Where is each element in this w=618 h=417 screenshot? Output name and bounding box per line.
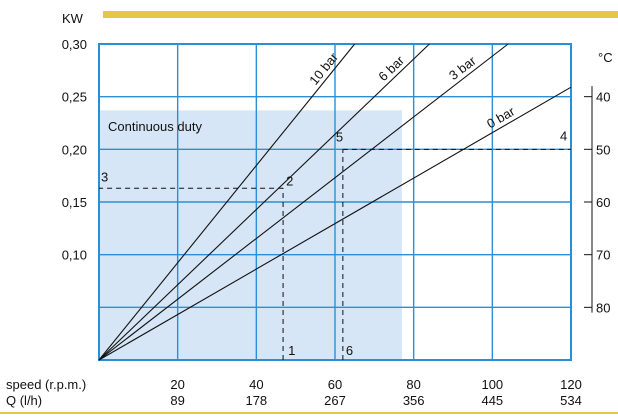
guide-point-label: 4 (560, 128, 567, 143)
guide-point-label: 2 (286, 173, 293, 188)
x-tick-label: 89 (170, 393, 184, 408)
series-line (98, 43, 430, 361)
y-unit-label: KW (62, 11, 84, 26)
y-tick-label: 0,10 (62, 248, 87, 263)
guide-point-label: 6 (346, 343, 353, 358)
right-tick-label: 70 (596, 248, 610, 263)
top-accent-bar (103, 11, 618, 18)
guide-point-label: 3 (101, 169, 108, 184)
x-tick-label: 40 (249, 377, 263, 392)
right-tick-label: 80 (596, 300, 610, 315)
guide-point-label: 1 (288, 343, 295, 358)
x-tick-label: 267 (324, 393, 346, 408)
x-tick-label: 534 (560, 393, 582, 408)
guide-point-label: 5 (336, 129, 343, 144)
right-temperature-axis: 40 50 60 70 80 (584, 86, 610, 315)
x-tick-label: 60 (328, 377, 342, 392)
continuous-duty-label: Continuous duty (108, 119, 202, 134)
x-tick-label: 80 (406, 377, 420, 392)
right-tick-label: 60 (596, 195, 610, 210)
series-line (98, 43, 356, 361)
series-label: 6 bar (375, 52, 407, 84)
y-tick-label: 0,20 (62, 142, 87, 157)
bottom-accent-line (0, 412, 618, 414)
series-line (98, 86, 572, 361)
x-tick-label: 20 (170, 377, 184, 392)
right-unit-label: °C (598, 50, 613, 65)
guide-lines: 1 2 3 4 5 6 (99, 128, 571, 360)
x-row-label-speed: speed (r.p.m.) (6, 377, 86, 392)
x-tick-label: 100 (481, 377, 503, 392)
x-tick-label: 178 (245, 393, 267, 408)
continuous-duty-region (99, 110, 402, 360)
y-tick-label: 0,25 (62, 90, 87, 105)
series-line (98, 43, 509, 361)
x-tick-label: 445 (481, 393, 503, 408)
x-tick-label: 356 (403, 393, 425, 408)
y-tick-label: 0,30 (62, 37, 87, 52)
right-tick-label: 40 (596, 90, 610, 105)
right-tick-label: 50 (596, 142, 610, 157)
x-row-label-flow: Q (l/h) (6, 393, 42, 408)
grid (98, 43, 572, 361)
tick-labels: 0,30 0,25 0,20 0,15 0,10 20 40 60 80 100 120 89 178 2… (62, 37, 582, 408)
x-tick-label: 120 (560, 377, 582, 392)
y-tick-label: 0,15 (62, 195, 87, 210)
